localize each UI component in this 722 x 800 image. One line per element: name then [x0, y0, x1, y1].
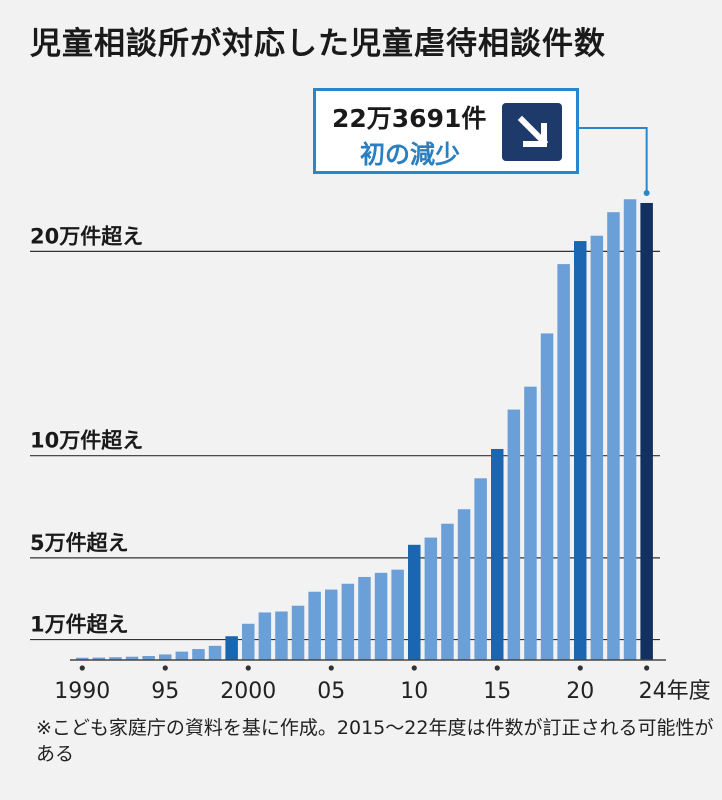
bar: [640, 202, 653, 661]
bar: [623, 199, 637, 660]
bar: [424, 537, 438, 660]
bar: [308, 591, 321, 660]
bar: [125, 656, 139, 660]
bar: [275, 611, 288, 660]
bar: [507, 409, 521, 660]
x-tick-mark: [494, 665, 500, 671]
bar: [524, 386, 537, 660]
x-tick-mark: [644, 665, 650, 671]
chart-title: 児童相談所が対応した児童虐待相談件数: [30, 26, 606, 62]
x-tick-mark: [577, 665, 583, 671]
bar: [341, 583, 355, 660]
reference-line-label: 5万件超え: [30, 531, 129, 555]
bar: [540, 333, 554, 660]
bar: [76, 657, 89, 660]
x-tick-label: 15: [483, 679, 511, 704]
bar: [358, 576, 371, 660]
x-tick-label: 10: [400, 679, 428, 704]
bar: [291, 605, 305, 660]
x-tick-label: 2000: [220, 679, 276, 704]
x-tick-mark: [245, 665, 251, 671]
bar: [142, 655, 155, 660]
bar: [574, 241, 587, 660]
callout-box: 22万3691件 初の減少: [313, 88, 579, 174]
reference-line-label: 10万件超え: [30, 429, 143, 453]
bar: [159, 654, 172, 660]
callout-leader-dot: [643, 189, 650, 196]
x-tick-mark: [162, 665, 168, 671]
callout-description: 初の減少: [360, 140, 461, 169]
bar: [258, 612, 272, 660]
x-tick-label: 05: [317, 679, 345, 704]
callout-value: 22万3691件: [332, 104, 487, 133]
x-tick-mark: [411, 665, 417, 671]
bar: [607, 212, 620, 660]
reference-line-label: 20万件超え: [30, 224, 143, 248]
bar: [457, 509, 471, 660]
bar: [408, 544, 421, 660]
bar: [557, 264, 570, 660]
source-note: ※こども家庭庁の資料を基に作成。2015～22年度は件数が訂正される可能性がある: [36, 717, 714, 765]
bar: [225, 636, 238, 660]
bar: [325, 589, 338, 660]
bar: [109, 657, 122, 660]
x-tick-label: 24年度: [639, 679, 711, 704]
arrow-down-right-icon: [502, 103, 562, 161]
callout-leader-line: [579, 127, 648, 193]
bar: [208, 645, 222, 660]
bar: [474, 478, 487, 660]
x-tick-label: 95: [151, 679, 179, 704]
bar: [192, 649, 205, 660]
bar: [590, 235, 604, 661]
reference-line-label: 1万件超え: [30, 613, 129, 637]
bar: [391, 569, 404, 660]
bar: [374, 572, 388, 660]
bar: [242, 623, 255, 660]
x-tick-mark: [79, 665, 85, 671]
x-tick-mark: [328, 665, 334, 671]
x-tick-label: 20: [566, 679, 594, 704]
bar: [175, 651, 189, 660]
x-tick-label: 1990: [54, 679, 110, 704]
bar: [491, 448, 504, 660]
bar: [441, 523, 454, 660]
bar: [92, 657, 106, 660]
